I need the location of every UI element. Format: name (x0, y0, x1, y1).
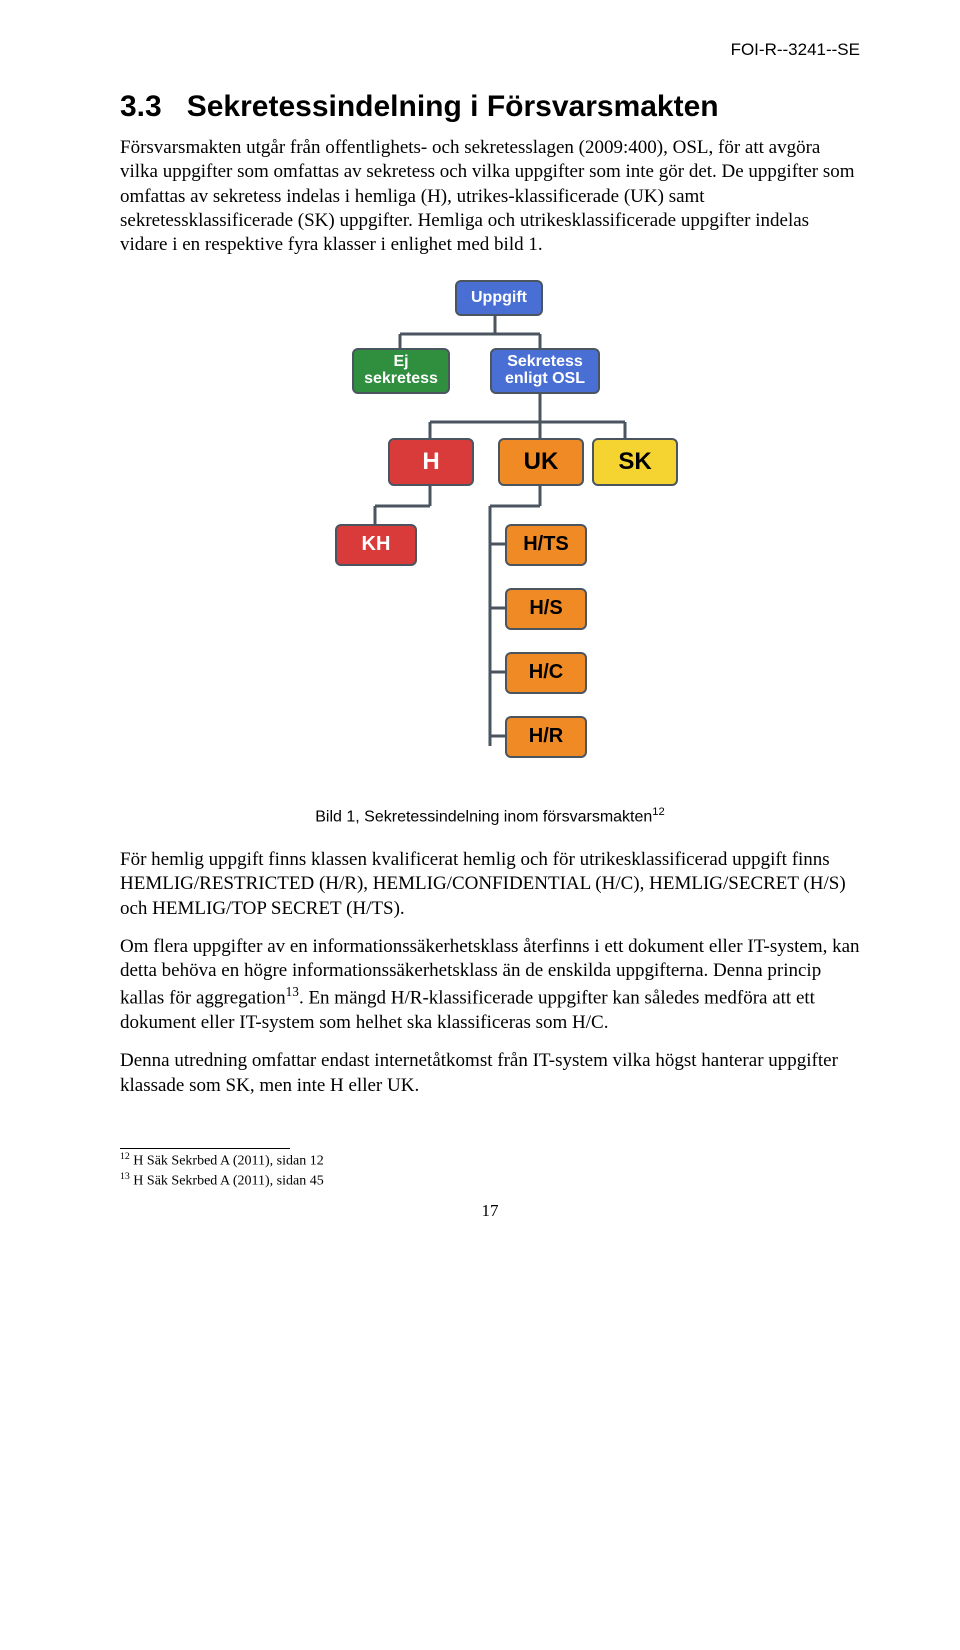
footnote-ref-13: 13 (286, 984, 299, 999)
node-uk: UK (498, 438, 584, 486)
diagram-container: Uppgift Ej sekretess Sekretess enligt OS… (120, 276, 860, 796)
caption-text: Bild 1, Sekretessindelning inom försvars… (315, 808, 652, 825)
footnote-12-num: 12 (120, 1151, 130, 1162)
paragraph-4: Denna utredning omfattar endast internet… (120, 1049, 860, 1098)
paragraph-3: Om flera uppgifter av en informationssäk… (120, 935, 860, 1036)
node-hts: H/TS (505, 524, 587, 566)
node-uppgift: Uppgift (455, 280, 543, 316)
caption-footnote-ref: 12 (652, 806, 664, 818)
footnote-13-text: H Säk Sekrbed A (2011), sidan 45 (130, 1174, 324, 1189)
footnote-12-text: H Säk Sekrbed A (2011), sidan 12 (130, 1154, 324, 1169)
node-hs: H/S (505, 588, 587, 630)
classification-diagram: Uppgift Ej sekretess Sekretess enligt OS… (280, 276, 700, 796)
figure-caption: Bild 1, Sekretessindelning inom försvars… (120, 806, 860, 826)
node-sekretess-osl: Sekretess enligt OSL (490, 348, 600, 394)
footnote-13-num: 13 (120, 1171, 130, 1182)
section-heading: 3.3 Sekretessindelning i Försvarsmakten (120, 90, 860, 124)
node-hc: H/C (505, 652, 587, 694)
page-number: 17 (120, 1201, 860, 1221)
footnote-12: 12 H Säk Sekrbed A (2011), sidan 12 (120, 1151, 860, 1171)
node-ej-sekretess: Ej sekretess (352, 348, 450, 394)
paragraph-2: För hemlig uppgift finns klassen kvalifi… (120, 848, 860, 921)
node-sk: SK (592, 438, 678, 486)
footnote-13: 13 H Säk Sekrbed A (2011), sidan 45 (120, 1171, 860, 1191)
node-h: H (388, 438, 474, 486)
section-title-text: Sekretessindelning i Försvarsmakten (187, 90, 719, 123)
node-hr: H/R (505, 716, 587, 758)
doc-id-header: FOI-R--3241--SE (120, 40, 860, 60)
footnote-separator (120, 1148, 290, 1149)
paragraph-1: Försvarsmakten utgår från offentlighets-… (120, 136, 860, 258)
node-kh: KH (335, 524, 417, 566)
section-number: 3.3 (120, 90, 162, 123)
